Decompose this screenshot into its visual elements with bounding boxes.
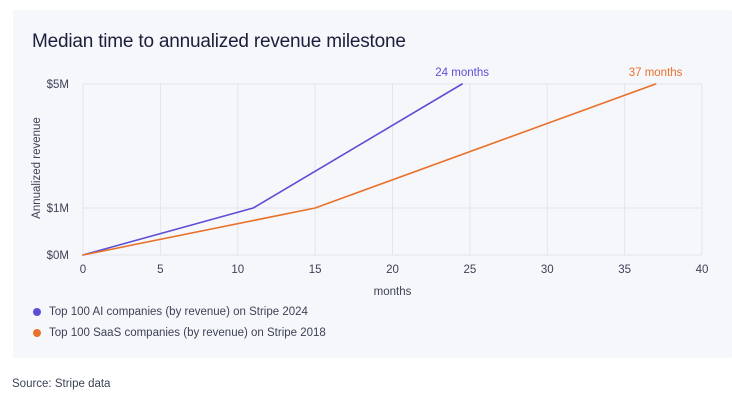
source-note: Source: Stripe data [12, 378, 111, 390]
grid-lines [82, 83, 703, 256]
series-lines [82, 83, 657, 256]
legend-label-ai: Top 100 AI companies (by revenue) on Str… [49, 306, 308, 318]
x-axis-title: months [374, 286, 412, 298]
y-tick-label-1: $1M [47, 203, 69, 215]
y-tick-label-0: $0M [47, 250, 69, 262]
x-tick-label-25: 25 [463, 264, 476, 276]
x-tick-label-10: 10 [231, 264, 244, 276]
x-tick-label-5: 5 [157, 264, 163, 276]
x-tick-label-0: 0 [80, 264, 86, 276]
series-end-labels: 24 months 37 months [435, 67, 682, 79]
series-end-label-1: 37 months [629, 67, 683, 79]
legend-dot-saas [33, 329, 41, 337]
series-end-label-0: 24 months [435, 67, 489, 79]
y-tick-label-5: $5M [47, 79, 69, 91]
x-tick-label-15: 15 [309, 264, 322, 276]
x-tick-label-30: 30 [541, 264, 554, 276]
chart-title: Median time to annualized revenue milest… [32, 31, 406, 52]
x-tick-label-35: 35 [618, 264, 631, 276]
x-tick-label-40: 40 [696, 264, 709, 276]
legend-item-saas: Top 100 SaaS companies (by revenue) on S… [33, 324, 326, 342]
series-line-0 [82, 83, 463, 256]
legend-item-ai: Top 100 AI companies (by revenue) on Str… [33, 303, 326, 321]
y-axis-title: Annualized revenue [31, 117, 43, 219]
legend-dot-ai [33, 308, 41, 316]
chart-panel [13, 10, 732, 358]
axis-labels: 0 5 10 15 20 25 30 35 40 $0M $1M $5M months Annualize… [31, 79, 708, 298]
legend: Top 100 AI companies (by revenue) on Str… [33, 303, 326, 345]
x-tick-label-20: 20 [386, 264, 399, 276]
legend-label-saas: Top 100 SaaS companies (by revenue) on S… [49, 327, 326, 339]
series-line-1 [82, 83, 657, 256]
